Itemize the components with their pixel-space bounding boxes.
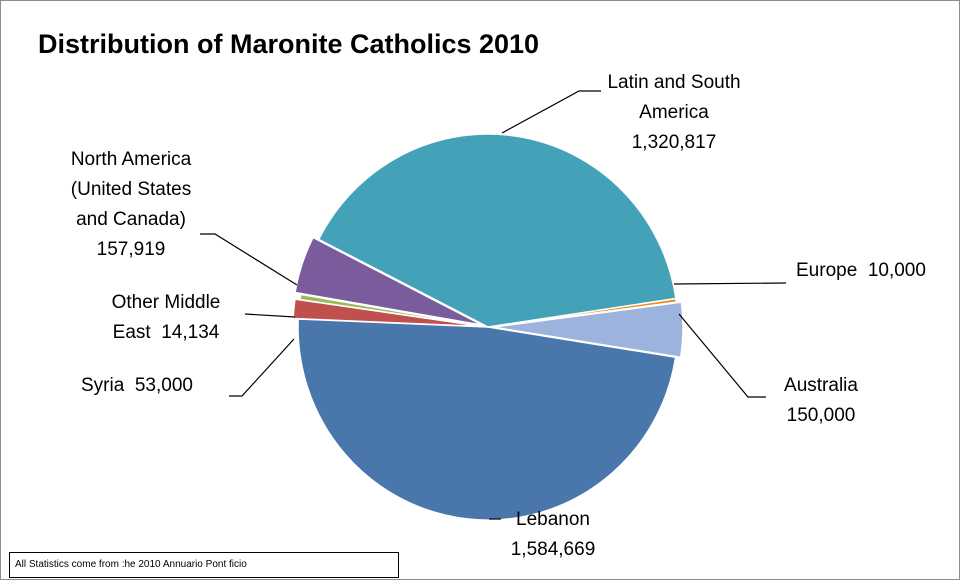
pie-slice-5	[299, 293, 489, 328]
leader-line-1	[673, 282, 787, 285]
leader-line-5	[244, 313, 296, 318]
pie-slice-6	[294, 236, 483, 326]
pie-slice-3	[297, 318, 677, 521]
slice-label-6: North America (United States and Canada) 15…	[71, 149, 192, 260]
slice-label-2: Australia 150,000	[784, 375, 858, 426]
slice-label-3: Lebanon 1,584,669	[511, 509, 596, 560]
slice-label-5: Other Middle East 14,134	[112, 292, 221, 343]
leader-line-7	[501, 90, 601, 134]
pie-slice-7	[317, 133, 677, 328]
slice-label-7: Latin and South America 1,320,817	[607, 72, 740, 153]
leader-line-4	[229, 338, 295, 397]
slice-label-4: Syria 53,000	[81, 375, 193, 396]
source-note: All Statistics come from :he 2010 Annuar…	[9, 552, 399, 578]
leader-line-6	[200, 233, 298, 286]
leader-line-2	[678, 313, 766, 398]
pie-slice-2	[492, 301, 684, 359]
slice-label-1: Europe 10,000	[796, 260, 926, 281]
chart-title: Distribution of Maronite Catholics 2010	[38, 29, 540, 59]
